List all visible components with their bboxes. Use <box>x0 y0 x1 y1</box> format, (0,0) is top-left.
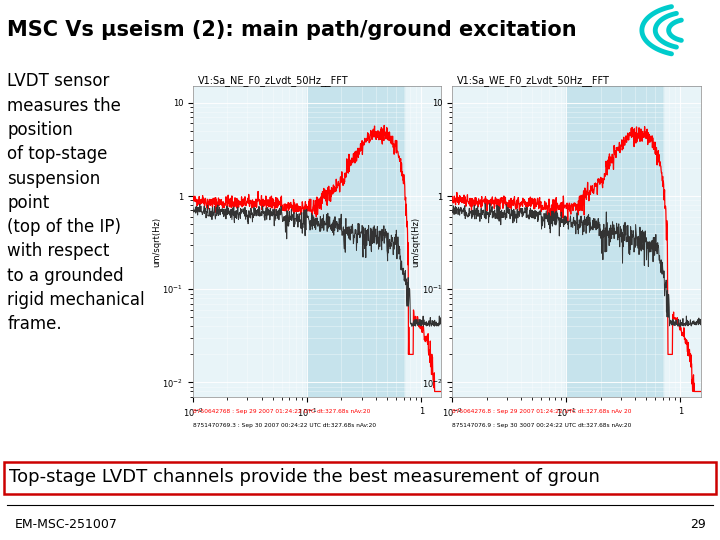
Text: 8751470769.3 : Sep 30 2007 00:24:22 UTC dt:327.68s nAv:20: 8751470769.3 : Sep 30 2007 00:24:22 UTC … <box>193 423 376 428</box>
Text: 875147076.9 : Sep 30 3007 00:24:22 UTC dt:327.68s nAv:20: 875147076.9 : Sep 30 3007 00:24:22 UTC d… <box>452 423 631 428</box>
Text: MSC Vs μseism (2): main path/ground excitation: MSC Vs μseism (2): main path/ground exci… <box>7 20 577 40</box>
FancyBboxPatch shape <box>4 462 716 494</box>
Bar <box>307 86 404 397</box>
Y-axis label: um/sqrt(Hz): um/sqrt(Hz) <box>411 217 420 267</box>
Y-axis label: um/sqrt(Hz): um/sqrt(Hz) <box>152 217 161 267</box>
Text: 875064276.8 : Sep 29 2007 01:24:22 UTC dt:327.68s nAv 20: 875064276.8 : Sep 29 2007 01:24:22 UTC d… <box>452 409 631 414</box>
Text: V1:Sa_WE_F0_zLvdt_50Hz__FFT: V1:Sa_WE_F0_zLvdt_50Hz__FFT <box>457 76 610 86</box>
Bar <box>567 86 663 397</box>
Text: 8750642768 : Sep 29 2007 01:24:22 UTC dt:327.68s nAv:20: 8750642768 : Sep 29 2007 01:24:22 UTC dt… <box>193 409 370 414</box>
Text: 29: 29 <box>690 518 706 531</box>
Text: LVDT sensor
measures the
position
of top-stage
suspension
point
(top of the IP)
: LVDT sensor measures the position of top… <box>7 72 145 333</box>
Text: Top-stage LVDT channels provide the best measurement of groun: Top-stage LVDT channels provide the best… <box>9 468 600 485</box>
Text: /data/Display/v4/p4-seismic1/v4/programs/Oct 15 2007 14:34:09 UTC: /data/Display/v4/p4-seismic1/v4/programs… <box>343 75 561 80</box>
Text: V1:Sa_NE_F0_zLvdt_50Hz__FFT: V1:Sa_NE_F0_zLvdt_50Hz__FFT <box>198 76 348 86</box>
Text: EM-MSC-251007: EM-MSC-251007 <box>14 518 117 531</box>
